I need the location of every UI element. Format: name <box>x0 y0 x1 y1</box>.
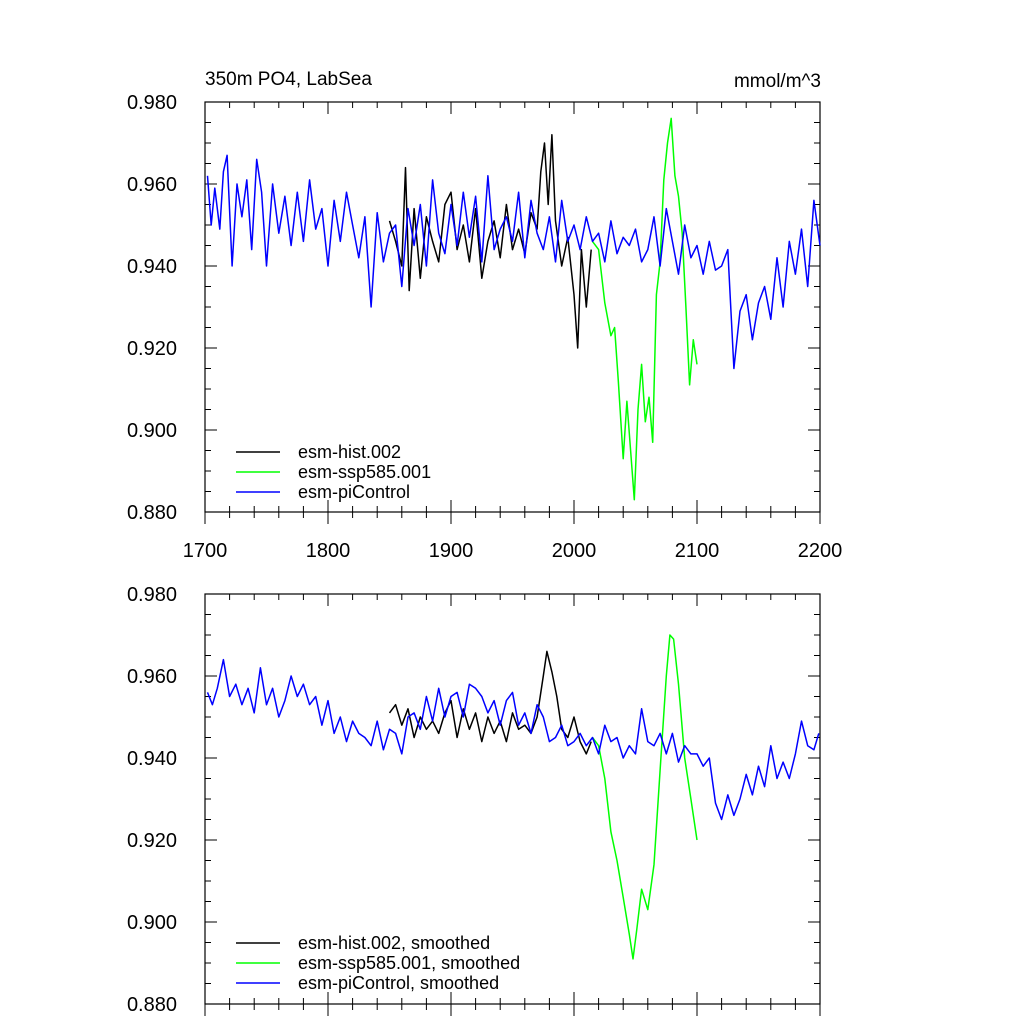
y-tick-label: 0.900 <box>127 420 177 442</box>
series-line-esm-picontrol-smoothed <box>206 658 820 821</box>
legend-label: esm-hist.002 <box>298 442 401 462</box>
legend-label: esm-piControl, smoothed <box>298 973 499 993</box>
y-tick-label: 0.960 <box>127 666 177 688</box>
y-tick-label: 0.940 <box>127 748 177 770</box>
y-tick-label: 0.980 <box>127 92 177 114</box>
series-line-esm-hist-002 <box>388 134 592 349</box>
series-line-esm-hist-002-smoothed <box>388 650 592 755</box>
legend-label: esm-ssp585.001 <box>298 462 431 482</box>
y-tick-label: 0.920 <box>127 338 177 360</box>
x-tick-label: 1700 <box>183 540 228 562</box>
y-tick-label: 0.880 <box>127 994 177 1016</box>
y-tick-label: 0.960 <box>127 174 177 196</box>
top-panel: 0.880 0.900 0.920 0.940 0.960 0.980 1700 1800 19… <box>127 92 842 562</box>
x-tick-label: 2200 <box>798 540 843 562</box>
y-tick-label: 0.920 <box>127 830 177 852</box>
x-tick-label: 2100 <box>675 540 720 562</box>
legend-label: esm-ssp585.001, smoothed <box>298 953 520 973</box>
y-tick-label: 0.880 <box>127 502 177 524</box>
legend-label: esm-hist.002, smoothed <box>298 933 490 953</box>
legend-label: esm-piControl <box>298 482 410 502</box>
bottom-panel: 0.880 0.900 0.920 0.940 0.960 0.980 esm-hist.0… <box>127 584 821 1016</box>
chart-units: mmol/m^3 <box>734 71 821 92</box>
series-line-esm-ssp585-001-smoothed <box>591 634 698 960</box>
y-tick-label: 0.980 <box>127 584 177 606</box>
x-tick-label: 1800 <box>306 540 351 562</box>
series-line-esm-ssp585-001 <box>591 117 698 501</box>
series-line-esm-picontrol <box>206 154 821 370</box>
y-tick-label: 0.900 <box>127 912 177 934</box>
chart-title: 350m PO4, LabSea <box>205 69 372 90</box>
x-tick-label: 1900 <box>429 540 474 562</box>
y-tick-label: 0.940 <box>127 256 177 278</box>
x-tick-label: 2000 <box>552 540 597 562</box>
